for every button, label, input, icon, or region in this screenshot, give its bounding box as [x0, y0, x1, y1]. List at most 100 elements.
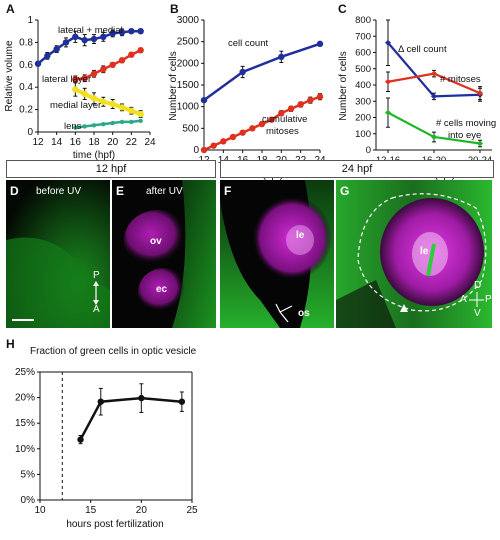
- panel-c-ann-mitoses: # mitoses: [440, 74, 481, 85]
- panel-a-series-1-point: [137, 28, 144, 35]
- panel-a-series-2-point: [118, 57, 126, 64]
- panel-a-x-tick-label: 12: [32, 137, 44, 148]
- panel-c-ann-delta: Δ cell count: [398, 44, 447, 55]
- panel-b-y-tick-label: 0: [193, 145, 199, 156]
- panel-c-y-tick-label: 300: [355, 96, 371, 107]
- panel-b-series-mitoses-point: [316, 93, 324, 100]
- panel-c-series-1-point: [385, 39, 391, 46]
- panel-a-series-4-point: [119, 119, 125, 125]
- compass-v: V: [474, 308, 481, 319]
- tag-ov: ov: [150, 236, 162, 247]
- panel-c-y-tick-label: 800: [355, 15, 371, 26]
- panel-a-series-1-point: [34, 60, 42, 67]
- panel-b-series-cell-count-point: [239, 68, 246, 76]
- panel-a-series-2-point: [90, 70, 98, 77]
- panel-b-series-mitoses-point: [258, 120, 266, 128]
- panel-c-y-label: Number of cells: [338, 51, 349, 120]
- micrograph-panel-e: E after UV ov ec: [112, 180, 216, 328]
- panel-d-label: D: [10, 184, 19, 198]
- panel-c-series-2-point: [385, 78, 391, 85]
- compass-p: P: [485, 294, 492, 305]
- panel-h-y-tick-label: 15%: [15, 418, 35, 429]
- panel-g-label: G: [340, 184, 350, 198]
- tag-ec: ec: [156, 284, 168, 295]
- micrograph-f-image: [220, 180, 334, 328]
- panel-b-y-tick-label: 1000: [177, 102, 200, 113]
- panel-a-x-label: time (hpf): [73, 150, 115, 161]
- tag-le-f: le: [296, 230, 305, 241]
- micrograph-panel-g: G le D A P V: [336, 180, 492, 328]
- panel-b-series-mitoses-point: [200, 146, 208, 154]
- panel-b-ann-cumulative: cumulative: [262, 114, 307, 125]
- panel-e-caption: after UV: [146, 186, 183, 197]
- panel-h-x-tick-label: 15: [85, 505, 97, 516]
- panel-c-series-3-point: [431, 134, 437, 140]
- panel-a-series-1-point: [118, 29, 126, 36]
- header-12hpf: 12 hpf: [6, 160, 216, 178]
- panel-b-series-mitoses-point: [220, 138, 227, 145]
- panel-h-series-point: [178, 398, 186, 405]
- panel-f-label: F: [224, 184, 232, 198]
- panel-a-series-3-point: [72, 86, 79, 93]
- panel-b-y-tick-label: 2000: [177, 58, 200, 69]
- panel-a-series-2-point: [81, 75, 88, 82]
- panel-a-series-1-point: [62, 39, 70, 46]
- panel-a-series-3-point: [109, 100, 116, 108]
- panel-a-series-2-point: [137, 47, 144, 54]
- panel-a-series-4-point: [82, 124, 87, 129]
- panel-a-ann-medial: medial layer: [50, 100, 101, 111]
- panel-b-series-mitoses-point: [229, 133, 237, 141]
- panel-a-series-1-point: [90, 35, 98, 43]
- panel-h-series-point: [138, 394, 145, 402]
- panel-e-label: E: [116, 184, 125, 198]
- panel-a-y-tick-label: 0.2: [19, 105, 33, 116]
- panel-b-series-cell-count-point: [278, 53, 285, 61]
- panel-c-y-tick-label: 400: [355, 80, 371, 91]
- panel-a-series-3-point: [118, 104, 126, 111]
- panel-h-series-point: [97, 398, 105, 405]
- micrograph-d-image: [6, 180, 110, 328]
- tag-os: os: [298, 308, 310, 319]
- os-bracket: [275, 303, 293, 323]
- panel-a-series-4-point: [91, 123, 97, 128]
- panel-c-series-3-point: [477, 140, 483, 147]
- panel-b-series-mitoses-point: [210, 142, 217, 149]
- panel-a-series-1-point: [100, 33, 107, 40]
- panel-a-x-tick-label: 14: [51, 137, 63, 148]
- panel-a-x-tick-label: 22: [126, 137, 138, 148]
- panel-c-ann-into-eye: into eye: [448, 130, 481, 141]
- panel-b-y-tick-label: 500: [182, 123, 199, 134]
- panel-h-y-tick-label: 25%: [15, 367, 35, 378]
- panel-a-ann-lateral: lateral layer: [42, 74, 91, 85]
- panel-c-series-2-point: [477, 90, 483, 97]
- panel-a-series-2-point: [100, 66, 107, 73]
- panel-a-series-4-point: [138, 118, 143, 124]
- micrograph-panel-f: F le os: [220, 180, 334, 328]
- panel-a-y-tick-label: 0.4: [19, 82, 33, 93]
- compass-arrows: [469, 292, 484, 307]
- panel-b-series-mitoses-point: [287, 105, 295, 113]
- panel-a-x-tick-label: 18: [88, 137, 100, 148]
- panel-a-x-tick-label: 20: [107, 137, 119, 148]
- panel-b-series-mitoses-point: [268, 116, 275, 123]
- panel-a-series-1-point: [72, 33, 79, 40]
- panel-a-y-label: Relative volume: [4, 40, 15, 112]
- panel-h-y-tick-label: 20%: [15, 393, 35, 404]
- panel-h-x-tick-label: 20: [136, 505, 148, 516]
- panel-a-series-1-point: [53, 45, 60, 53]
- panel-h-label: H: [6, 337, 15, 351]
- panel-c-y-tick-label: 200: [355, 113, 371, 124]
- axis-p-label: P: [93, 270, 100, 281]
- arrowhead-marker: [400, 304, 408, 312]
- panel-a-y-tick-label: 0.8: [19, 37, 33, 48]
- panel-c-y-tick-label: 700: [355, 31, 371, 42]
- compass-d: D: [474, 280, 482, 291]
- panel-h-title: Fraction of green cells in optic vesicle: [30, 346, 197, 357]
- panel-b-y-tick-label: 2500: [177, 37, 200, 48]
- panel-h-series-line: [79, 396, 182, 441]
- panel-b-series-cell-count-point: [316, 40, 324, 48]
- micrograph-e-image: [112, 180, 216, 328]
- panel-b-series-cell-count-point: [200, 96, 208, 104]
- panel-c-y-tick-label: 600: [355, 48, 371, 59]
